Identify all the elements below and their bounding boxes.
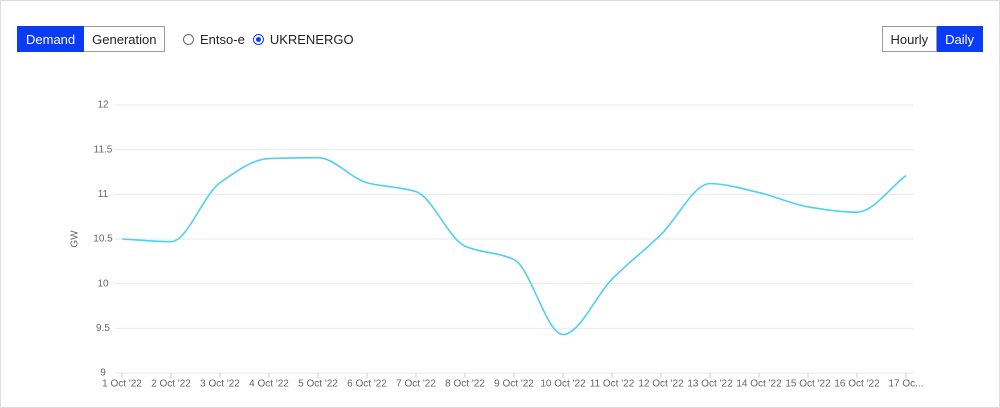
x-tick-label: 16 Oct '22	[834, 379, 880, 390]
y-tick-label: 10.5	[93, 234, 113, 245]
resolution-button[interactable]: Hourly	[881, 26, 938, 52]
resolution-button[interactable]: Daily	[937, 26, 983, 52]
radio-label: Entso-e	[200, 32, 245, 47]
radio-dot	[252, 34, 264, 45]
x-tick-label: 9 Oct '22	[494, 379, 534, 390]
source-selector: Entso-e UKRENERGO	[183, 32, 362, 47]
y-tick-label: 11	[98, 189, 109, 200]
x-tick-label: 4 Oct '22	[249, 379, 289, 390]
x-tick-label: 13 Oct '22	[687, 379, 733, 390]
x-tick-label: 2 Oct '22	[151, 379, 191, 390]
y-tick-label: 11.5	[94, 144, 113, 155]
x-tick-label: 7 Oct '22	[396, 379, 436, 390]
x-tick-label: 11 Oct '22	[590, 379, 635, 390]
source-radio[interactable]: Entso-e	[183, 32, 245, 47]
view-button[interactable]: Generation	[84, 26, 166, 52]
x-tick-label: 3 Oct '22	[200, 379, 240, 390]
x-tick-label: 12 Oct '22	[638, 379, 684, 390]
resolution-toggle: Hourly Daily	[881, 26, 983, 52]
radio-dot	[183, 34, 194, 45]
x-tick-label: 1 Oct '22	[102, 379, 142, 390]
y-tick-label: 9.5	[96, 323, 110, 334]
view-toggle: Demand Generation	[17, 26, 166, 52]
x-tick-label: 6 Oct '22	[347, 379, 387, 390]
source-radio[interactable]: UKRENERGO	[252, 32, 354, 47]
y-tick-label: 12	[97, 100, 109, 111]
view-button[interactable]: Demand	[17, 26, 85, 52]
x-tick-label: 8 Oct '22	[445, 379, 485, 390]
x-tick-label: 10 Oct '22	[540, 379, 586, 390]
line	[121, 156, 907, 336]
x-tick-label: 14 Oct '22	[736, 379, 782, 390]
radio-label: UKRENERGO	[269, 32, 354, 47]
x-tick-label: 17 Oc...	[888, 379, 923, 390]
x-tick-label: 5 Oct '22	[298, 379, 338, 390]
y-tick-label: 10	[97, 278, 109, 289]
x-tick-label: 15 Oct '22	[785, 379, 831, 390]
y-axis-label: GW	[70, 230, 81, 248]
y-tick-label: 9	[100, 368, 106, 379]
